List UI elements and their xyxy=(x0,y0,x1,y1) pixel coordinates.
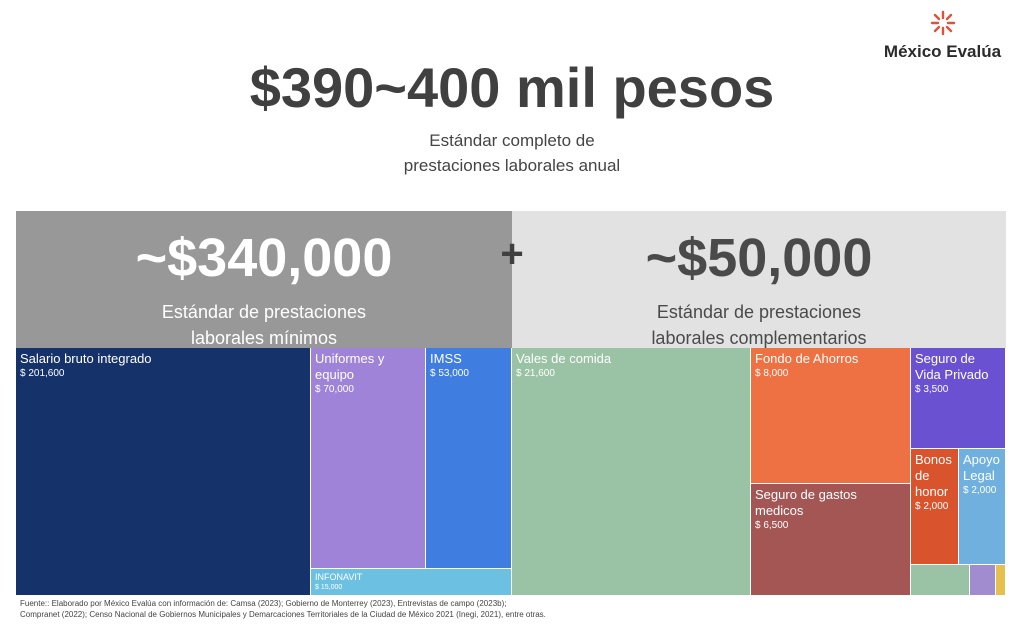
brand-logo: México Evalúa xyxy=(875,10,1010,62)
treemap-cell-label: Fondo de Ahorros xyxy=(755,351,859,366)
treemap-cell-label: Apoyo Legal xyxy=(963,452,1000,483)
treemap-cell-value: $ 2,000 xyxy=(915,501,949,512)
treemap-cell-value: $ 6,500 xyxy=(755,520,789,531)
treemap-cell-value: $ 70,000 xyxy=(315,384,354,395)
treemap-cell-bonos-de-honor: Bonos de honor $ 2,000 xyxy=(911,449,959,565)
treemap-cell-value: $ 21,600 xyxy=(516,368,555,379)
treemap-cell-value: $ 8,000 xyxy=(755,368,789,379)
treemap-cell-value: $ 53,000 xyxy=(430,368,469,379)
minimum-benefits-amount: ~$340,000 xyxy=(135,228,393,288)
treemap-cell-label: Seguro de gastos medicos xyxy=(755,487,857,518)
treemap-cell-label: IMSS xyxy=(430,351,462,366)
complementary-benefits-amount: ~$50,000 xyxy=(645,228,873,288)
complementary-benefits-header: ~$50,000 Estándar de prestaciones labora… xyxy=(512,211,1006,348)
minimum-benefits-label-line-1: Estándar de prestaciones xyxy=(161,302,367,322)
treemap-cell-salario-bruto-integrado: Salario bruto integrado $ 201,600 xyxy=(16,348,311,596)
complementary-benefits-label: Estándar de prestaciones laborales compl… xyxy=(512,299,1006,351)
complementary-benefits-label-line-2: laborales complementarios xyxy=(651,328,867,348)
treemap-cell-label: Bonos de honor xyxy=(915,452,952,499)
subheadline-line-2: prestaciones laborales anual xyxy=(403,156,621,175)
treemap-cell-label: Vales de comida xyxy=(516,351,612,366)
treemap-cell-value: $ 201,600 xyxy=(20,368,65,379)
treemap-cell-unlabeled-1-8 xyxy=(996,565,1006,596)
source-note: Fuente:: Elaborado por México Evalúa con… xyxy=(20,598,546,620)
treemap-cell-seguro-de-vida-privado: Seguro de Vida Privado $ 3,500 xyxy=(911,348,1006,449)
treemap-cell-value: $ 2,000 xyxy=(963,485,997,496)
source-line-1: Fuente:: Elaborado por México Evalúa con… xyxy=(20,599,507,608)
brand-name: México Evalúa xyxy=(883,42,1002,61)
subheadline-line-1: Estándar completo de xyxy=(429,131,595,150)
treemap-cell-apoyo-legal: Apoyo Legal $ 2,000 xyxy=(959,449,1006,565)
minimum-benefits-header: ~$340,000 Estándar de prestaciones labor… xyxy=(16,211,512,348)
starburst-logo-icon xyxy=(930,10,955,36)
treemap-cell-infonavit: INFONAVIT $ 15,000 xyxy=(311,569,512,596)
treemap-cell-unlabeled-1-6 xyxy=(911,565,970,596)
treemap-cell-label: INFONAVIT xyxy=(315,572,363,582)
complementary-benefits-label-line-1: Estándar de prestaciones xyxy=(656,302,862,322)
source-line-2: Compranet (2022); Censo Nacional de Gobi… xyxy=(20,610,546,619)
treemap-cell-value: $ 3,500 xyxy=(915,384,949,395)
treemap-cell-imss: IMSS $ 53,000 xyxy=(426,348,512,569)
minimum-benefits-label: Estándar de prestaciones laborales mínim… xyxy=(16,299,512,351)
treemap-cell-unlabeled-1-7 xyxy=(970,565,996,596)
treemap-cell-uniformes-y-equipo: Uniformes y equipo $ 70,000 xyxy=(311,348,426,569)
treemap-cell-seguro-de-gastos-medicos: Seguro de gastos medicos $ 6,500 xyxy=(751,484,911,596)
treemap-cell-fondo-de-ahorros: Fondo de Ahorros $ 8,000 xyxy=(751,348,911,484)
treemap-cell-label: Uniformes y equipo xyxy=(315,351,385,382)
treemap-cell-label: Seguro de Vida Privado xyxy=(915,351,989,382)
headline: $390~400 mil pesos xyxy=(249,56,775,119)
treemap-cell-value: $ 15,000 xyxy=(315,584,343,591)
treemap-cell-vales-de-comida: Vales de comida $ 21,600 xyxy=(512,348,751,596)
minimum-benefits-label-line-2: laborales mínimos xyxy=(190,328,338,348)
treemap-cell-label: Salario bruto integrado xyxy=(20,351,152,366)
subheadline: Estándar completo de prestaciones labora… xyxy=(0,128,1024,178)
plus-sign: + xyxy=(500,232,524,276)
